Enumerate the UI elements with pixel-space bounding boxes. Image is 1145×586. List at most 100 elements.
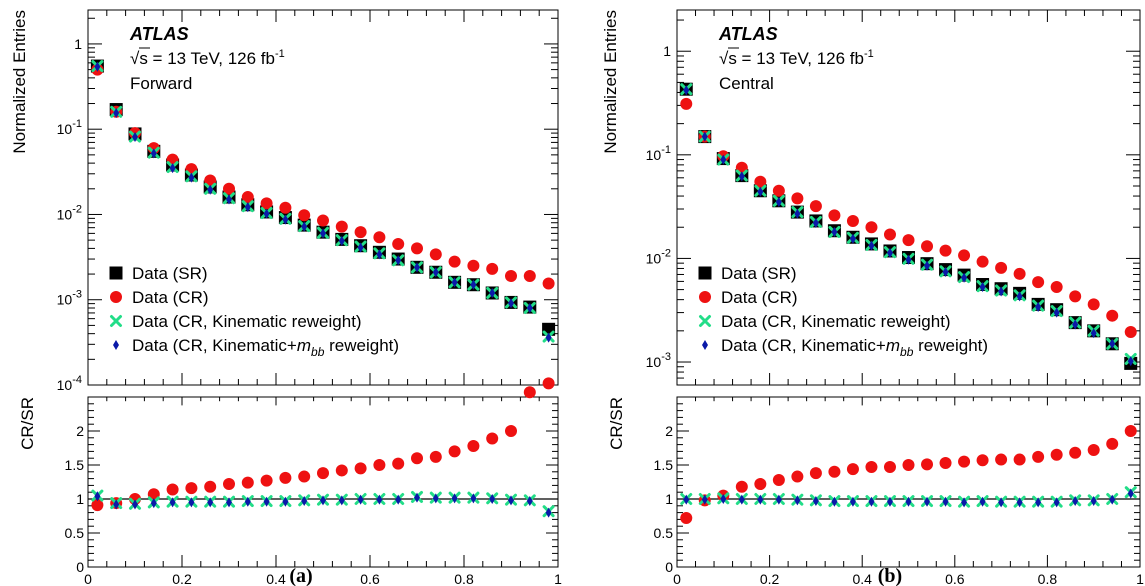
data-point — [188, 172, 195, 183]
data-point — [376, 249, 383, 260]
legend-text: Data (CR, Kinematic+ — [721, 336, 886, 355]
data-point — [373, 231, 386, 244]
x-tick-label: 0 — [84, 571, 92, 586]
ratio-tick-label: 2 — [76, 423, 84, 439]
ratio-tick-label: 1.5 — [65, 457, 85, 473]
ratio-point — [976, 454, 989, 467]
x-tick-label: 0.4 — [852, 571, 872, 586]
y-tick-label: 10-4 — [57, 374, 82, 393]
ratio-point — [282, 496, 289, 507]
ratio-tick-label: 0 — [665, 559, 673, 575]
data-point — [282, 214, 289, 225]
region-label: Central — [719, 74, 774, 93]
ratio-point — [392, 457, 405, 470]
ratio-point — [683, 494, 690, 505]
legend-entry-0: Data (SR) — [721, 264, 797, 283]
series-3-points — [683, 85, 1134, 367]
y-axis-label: Normalized Entries — [10, 10, 29, 154]
region-label: Forward — [130, 74, 192, 93]
ratio-point — [794, 495, 801, 506]
ratio-point — [354, 462, 367, 475]
legend-entry-3: Data (CR, Kinematic+mbb reweight) — [721, 336, 988, 359]
y-tick-exponent: -3 — [661, 351, 671, 363]
energy-superscript: -1 — [275, 48, 285, 60]
ratio-series-0-points — [680, 425, 1137, 525]
ratio-series-2-points — [683, 488, 1134, 508]
data-point — [1016, 291, 1023, 302]
x-tick-label: 0.2 — [760, 571, 780, 586]
data-point — [794, 208, 801, 219]
data-point — [942, 266, 949, 277]
legend-marker — [702, 340, 708, 350]
x-tick-label: 0.6 — [945, 571, 965, 586]
energy-superscript: -1 — [864, 48, 874, 60]
data-point — [1124, 325, 1137, 338]
ratio-point — [1109, 494, 1116, 505]
data-point — [1035, 301, 1042, 312]
legend-entry-3: Data (CR, Kinematic+mbb reweight) — [132, 336, 399, 359]
ratio-axis-label: CR/SR — [607, 397, 626, 450]
y-tick-base: 10 — [646, 250, 662, 266]
ratio-point — [1124, 425, 1137, 437]
ratio-point — [113, 499, 120, 510]
data-point — [939, 244, 952, 257]
data-point — [508, 298, 514, 309]
data-point — [738, 171, 745, 182]
data-point — [226, 194, 232, 205]
ratio-point — [1032, 450, 1045, 463]
y-tick-label: 10-3 — [646, 351, 671, 370]
y-tick-exponent: -2 — [72, 203, 82, 215]
ratio-point — [448, 445, 461, 458]
legend-entry-0: Data (SR) — [132, 264, 208, 283]
ratio-point — [846, 463, 859, 476]
series-3-points — [94, 61, 552, 343]
ratio-point — [1016, 497, 1023, 508]
ratio-point — [505, 425, 517, 437]
y-tick-base: 1 — [663, 43, 671, 59]
ratio-point — [317, 467, 329, 480]
legend-marker — [109, 266, 123, 280]
data-point — [451, 277, 458, 288]
ratio-point — [395, 494, 402, 505]
data-point — [470, 279, 477, 290]
data-point — [1032, 276, 1045, 289]
data-point — [357, 242, 364, 253]
data-point — [828, 209, 841, 222]
y-tick-exponent: -3 — [72, 289, 82, 301]
legend-marker — [110, 315, 122, 327]
ratio-series-2-points — [94, 491, 552, 518]
data-point — [169, 163, 176, 174]
legend-entry-1: Data (CR) — [132, 288, 209, 307]
data-point — [335, 220, 348, 233]
y-tick-exponent: -2 — [661, 247, 671, 259]
ratio-point — [260, 474, 273, 487]
ratio-point — [1090, 496, 1097, 507]
data-point — [1087, 298, 1100, 311]
x-tick-label: 0.6 — [360, 571, 380, 586]
legend-text: reweight) — [324, 336, 399, 355]
data-point — [1050, 280, 1063, 293]
data-point — [395, 255, 402, 266]
ratio-point — [226, 497, 232, 508]
ratio-point — [1050, 448, 1063, 461]
data-point — [467, 259, 480, 272]
legend-entry-2: Data (CR, Kinematic reweight) — [132, 312, 362, 331]
y-tick-exponent: -1 — [661, 144, 671, 156]
y-tick-base: 10 — [57, 292, 73, 308]
ratio-point — [223, 478, 235, 491]
data-point — [849, 233, 856, 244]
data-point — [204, 174, 217, 187]
ratio-point — [958, 455, 971, 468]
data-point — [812, 217, 819, 228]
ratio-point — [1069, 446, 1082, 459]
data-point — [244, 202, 251, 213]
ratio-tick-label: 0 — [76, 559, 84, 575]
y-axis-label: Normalized Entries — [601, 10, 620, 154]
legend-entry-2: Data (CR, Kinematic reweight) — [721, 312, 951, 331]
data-point — [754, 175, 767, 188]
data-point — [998, 286, 1005, 297]
data-point — [432, 267, 439, 278]
data-point — [263, 208, 270, 219]
legend-text: Data (CR, Kinematic+ — [132, 336, 297, 355]
